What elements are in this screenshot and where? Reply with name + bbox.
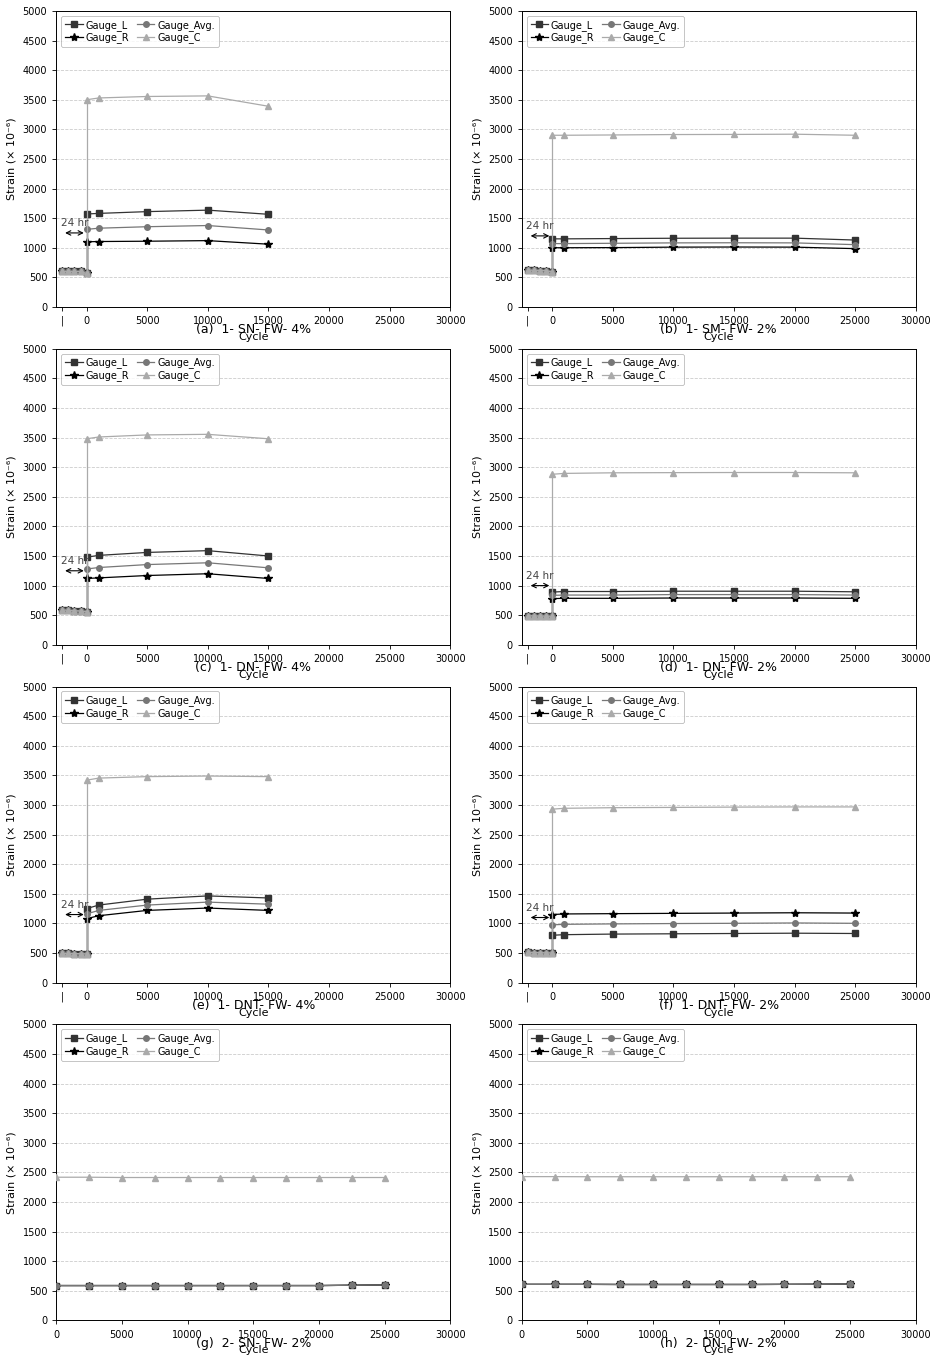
Y-axis label: Strain (× 10⁻⁶): Strain (× 10⁻⁶) [7, 793, 17, 876]
X-axis label: Cycle: Cycle [238, 1008, 268, 1017]
Text: (e)  1- DNT- FW- 4%: (e) 1- DNT- FW- 4% [191, 998, 315, 1012]
Text: (h)  2- DN- FW- 2%: (h) 2- DN- FW- 2% [660, 1337, 778, 1350]
Text: (g)  2- SN- FW- 2%: (g) 2- SN- FW- 2% [195, 1337, 310, 1350]
Text: (d)  1- DN- FW- 2%: (d) 1- DN- FW- 2% [660, 661, 778, 674]
X-axis label: Cycle: Cycle [704, 1008, 734, 1017]
X-axis label: Cycle: Cycle [238, 1346, 268, 1355]
Text: (f)  1- DNT- FW- 2%: (f) 1- DNT- FW- 2% [658, 998, 779, 1012]
X-axis label: Cycle: Cycle [704, 332, 734, 342]
X-axis label: Cycle: Cycle [238, 670, 268, 680]
Y-axis label: Strain (× 10⁻⁶): Strain (× 10⁻⁶) [473, 117, 482, 200]
Y-axis label: Strain (× 10⁻⁶): Strain (× 10⁻⁶) [7, 1132, 17, 1214]
Text: 24 hr: 24 hr [526, 571, 553, 580]
Legend: Gauge_L, Gauge_R, Gauge_Avg., Gauge_C: Gauge_L, Gauge_R, Gauge_Avg., Gauge_C [61, 354, 219, 385]
X-axis label: Cycle: Cycle [704, 1346, 734, 1355]
Legend: Gauge_L, Gauge_R, Gauge_Avg., Gauge_C: Gauge_L, Gauge_R, Gauge_Avg., Gauge_C [526, 16, 685, 48]
X-axis label: Cycle: Cycle [238, 332, 268, 342]
Text: 24 hr: 24 hr [61, 556, 88, 567]
Legend: Gauge_L, Gauge_R, Gauge_Avg., Gauge_C: Gauge_L, Gauge_R, Gauge_Avg., Gauge_C [526, 1030, 685, 1061]
Legend: Gauge_L, Gauge_R, Gauge_Avg., Gauge_C: Gauge_L, Gauge_R, Gauge_Avg., Gauge_C [61, 692, 219, 723]
Y-axis label: Strain (× 10⁻⁶): Strain (× 10⁻⁶) [7, 117, 17, 200]
Text: (b)  1- SM- FW- 2%: (b) 1- SM- FW- 2% [660, 323, 777, 336]
Text: (a)  1- SN- FW- 4%: (a) 1- SN- FW- 4% [196, 323, 310, 336]
Text: 24 hr: 24 hr [526, 221, 553, 232]
Text: 24 hr: 24 hr [526, 903, 553, 913]
Text: 24 hr: 24 hr [61, 900, 88, 910]
X-axis label: Cycle: Cycle [704, 670, 734, 680]
Legend: Gauge_L, Gauge_R, Gauge_Avg., Gauge_C: Gauge_L, Gauge_R, Gauge_Avg., Gauge_C [526, 354, 685, 385]
Y-axis label: Strain (× 10⁻⁶): Strain (× 10⁻⁶) [473, 1132, 482, 1214]
Y-axis label: Strain (× 10⁻⁶): Strain (× 10⁻⁶) [473, 793, 482, 876]
Legend: Gauge_L, Gauge_R, Gauge_Avg., Gauge_C: Gauge_L, Gauge_R, Gauge_Avg., Gauge_C [526, 692, 685, 723]
Y-axis label: Strain (× 10⁻⁶): Strain (× 10⁻⁶) [7, 455, 17, 538]
Text: (c)  1- DN- FW- 4%: (c) 1- DN- FW- 4% [195, 661, 311, 674]
Text: 24 hr: 24 hr [61, 218, 88, 229]
Y-axis label: Strain (× 10⁻⁶): Strain (× 10⁻⁶) [473, 455, 482, 538]
Legend: Gauge_L, Gauge_R, Gauge_Avg., Gauge_C: Gauge_L, Gauge_R, Gauge_Avg., Gauge_C [61, 1030, 219, 1061]
Legend: Gauge_L, Gauge_R, Gauge_Avg., Gauge_C: Gauge_L, Gauge_R, Gauge_Avg., Gauge_C [61, 16, 219, 48]
